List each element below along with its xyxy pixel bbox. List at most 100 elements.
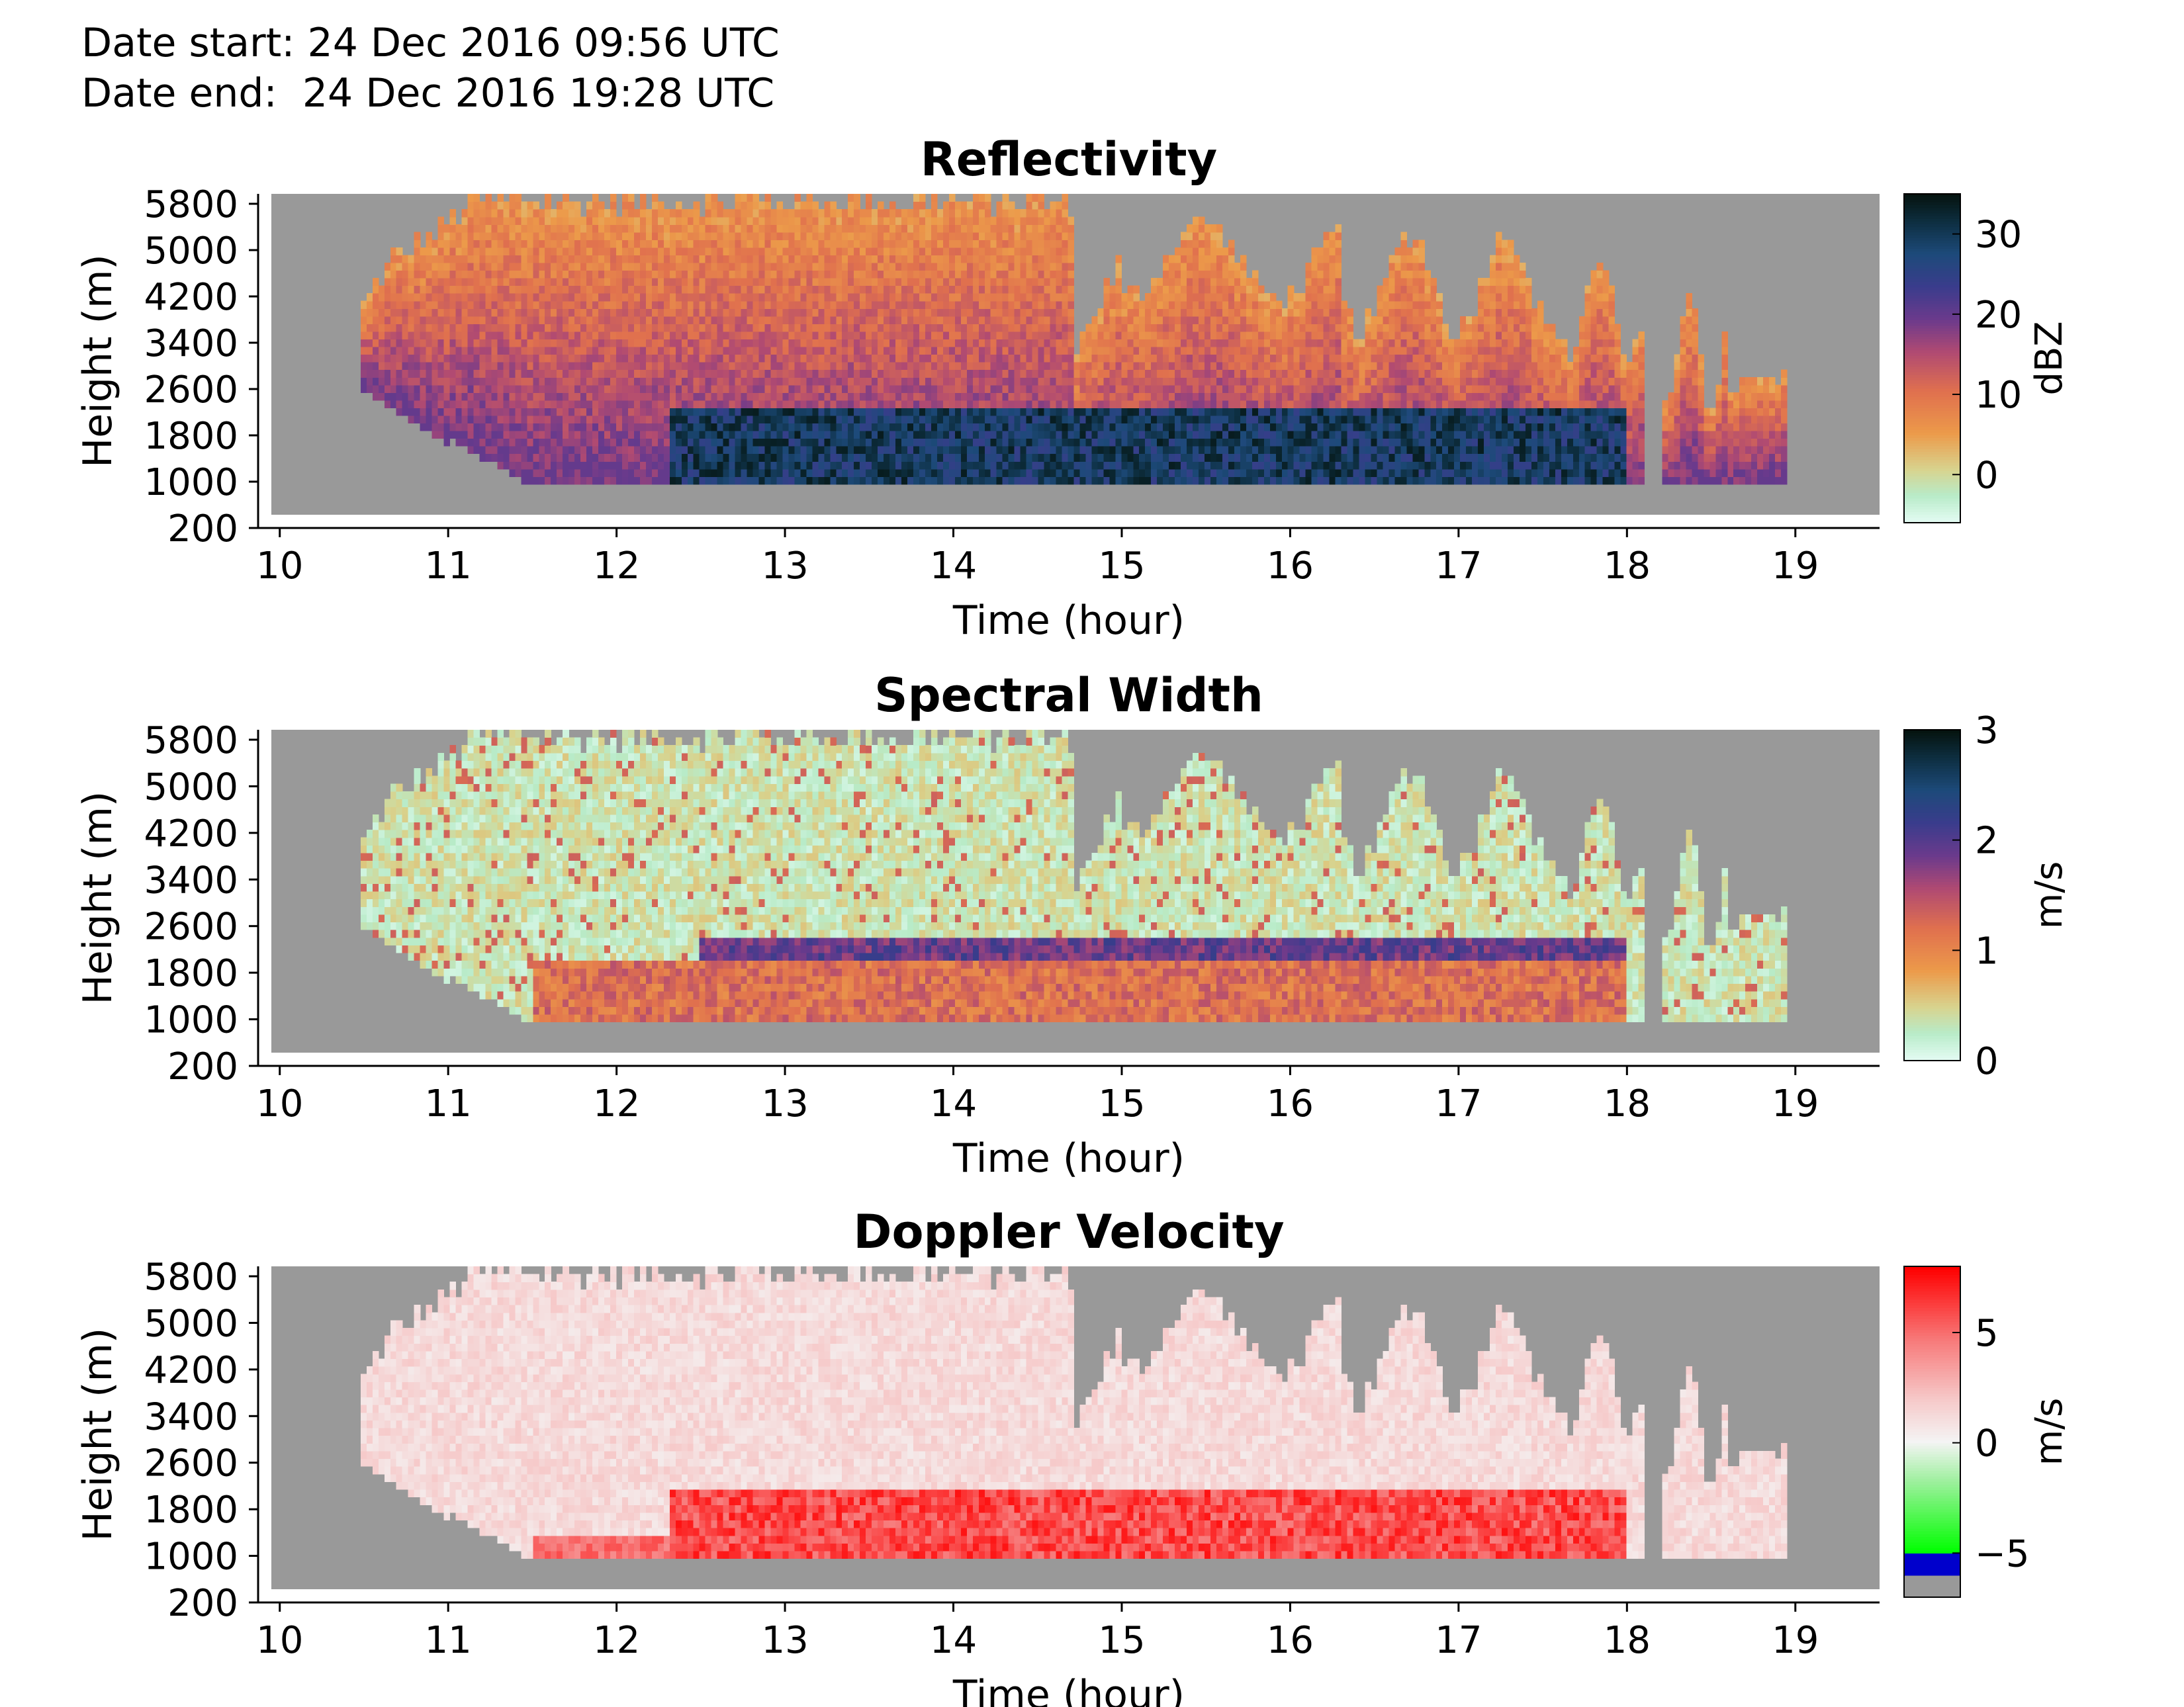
heatmap-cell xyxy=(1044,446,1051,454)
heatmap-cell xyxy=(640,331,647,339)
heatmap-cell xyxy=(414,355,421,363)
heatmap-cell xyxy=(1127,416,1134,423)
heatmap-cell xyxy=(979,247,985,255)
heatmap-cell xyxy=(533,454,539,462)
heatmap-cell xyxy=(967,286,974,294)
heatmap-cell xyxy=(872,400,878,408)
heatmap-cell xyxy=(628,224,635,232)
heatmap-cell xyxy=(1145,446,1152,454)
heatmap-cell xyxy=(545,270,551,278)
heatmap-cell xyxy=(658,446,664,454)
heatmap-cell xyxy=(1199,270,1205,278)
heatmap-cell xyxy=(1032,209,1039,217)
heatmap-cell xyxy=(705,347,712,355)
heatmap-cell xyxy=(1079,446,1086,454)
heatmap-cell xyxy=(1121,385,1128,393)
heatmap-cell xyxy=(563,392,569,400)
heatmap-cell xyxy=(1234,446,1241,454)
heatmap-cell xyxy=(1021,446,1027,454)
heatmap-cell xyxy=(1115,400,1122,408)
heatmap-cell xyxy=(1003,370,1009,378)
heatmap-cell xyxy=(1021,286,1027,294)
heatmap-cell xyxy=(979,270,985,278)
heatmap-cell xyxy=(1050,476,1057,484)
heatmap-cell xyxy=(1103,439,1110,447)
heatmap-cell xyxy=(759,476,766,484)
heatmap-cell xyxy=(794,316,801,324)
heatmap-cell xyxy=(1181,247,1187,255)
heatmap-cell xyxy=(634,286,641,294)
heatmap-cell xyxy=(385,370,391,378)
heatmap-cell xyxy=(616,476,623,484)
heatmap-cell xyxy=(866,469,872,477)
heatmap-cell xyxy=(479,423,486,431)
heatmap-cell xyxy=(979,240,985,247)
heatmap-cell xyxy=(682,209,688,217)
heatmap-cell xyxy=(462,362,469,370)
heatmap-cell xyxy=(895,217,902,225)
heatmap-cell xyxy=(569,461,575,469)
heatmap-cell xyxy=(848,454,854,462)
heatmap-cell xyxy=(414,324,421,331)
heatmap-cell xyxy=(1044,476,1051,484)
heatmap-cell xyxy=(1163,408,1169,416)
heatmap-cell xyxy=(1026,209,1033,217)
heatmap-cell xyxy=(497,247,504,255)
heatmap-cell xyxy=(1199,439,1205,447)
heatmap-cell xyxy=(450,377,457,385)
heatmap-cell xyxy=(1109,408,1116,416)
heatmap-cell xyxy=(889,461,896,469)
heatmap-cell xyxy=(688,377,694,385)
heatmap-cell xyxy=(545,446,551,454)
heatmap-cell xyxy=(800,308,807,316)
heatmap-cell xyxy=(462,439,469,447)
heatmap-cell xyxy=(1151,400,1158,408)
heatmap-cell xyxy=(1103,408,1110,416)
heatmap-cell xyxy=(658,423,664,431)
heatmap-cell xyxy=(545,347,551,355)
heatmap-cell xyxy=(432,362,439,370)
heatmap-cell xyxy=(1056,454,1063,462)
heatmap-cell xyxy=(682,308,688,316)
heatmap-cell xyxy=(616,416,623,423)
heatmap-cell xyxy=(895,355,902,363)
heatmap-cell xyxy=(1139,362,1146,370)
heatmap-cell xyxy=(509,286,516,294)
heatmap-cell xyxy=(533,476,539,484)
heatmap-cell xyxy=(991,431,997,439)
heatmap-cell xyxy=(676,416,682,423)
heatmap-cell xyxy=(1127,408,1134,416)
heatmap-cell xyxy=(610,362,617,370)
heatmap-cell xyxy=(1097,385,1104,393)
heatmap-cell xyxy=(640,370,647,378)
heatmap-cell xyxy=(551,217,557,225)
heatmap-cell xyxy=(628,316,635,324)
heatmap-cell xyxy=(1205,439,1211,447)
heatmap-cell xyxy=(456,247,463,255)
heatmap-cell xyxy=(1115,454,1122,462)
heatmap-cell xyxy=(770,469,777,477)
heatmap-cell xyxy=(901,301,908,309)
heatmap-cell xyxy=(979,408,985,416)
heatmap-cell xyxy=(1187,377,1193,385)
heatmap-cell xyxy=(598,301,605,309)
heatmap-cell xyxy=(997,209,1003,217)
heatmap-cell xyxy=(1169,331,1175,339)
heatmap-cell xyxy=(937,385,944,393)
heatmap-cell xyxy=(580,469,587,477)
heatmap-cell xyxy=(586,461,593,469)
heatmap-cell xyxy=(895,385,902,393)
heatmap-cell xyxy=(1210,416,1217,423)
heatmap-cell xyxy=(563,446,569,454)
heatmap-cell xyxy=(997,377,1003,385)
heatmap-cell xyxy=(515,194,522,202)
heatmap-cell xyxy=(1062,400,1069,408)
heatmap-cell xyxy=(438,286,445,294)
heatmap-cell xyxy=(943,408,950,416)
heatmap-cell xyxy=(729,255,736,263)
heatmap-cell xyxy=(1073,408,1080,416)
heatmap-cell xyxy=(830,347,837,355)
heatmap-cell xyxy=(913,217,920,225)
heatmap-cell xyxy=(515,461,522,469)
heatmap-cell xyxy=(688,232,694,240)
